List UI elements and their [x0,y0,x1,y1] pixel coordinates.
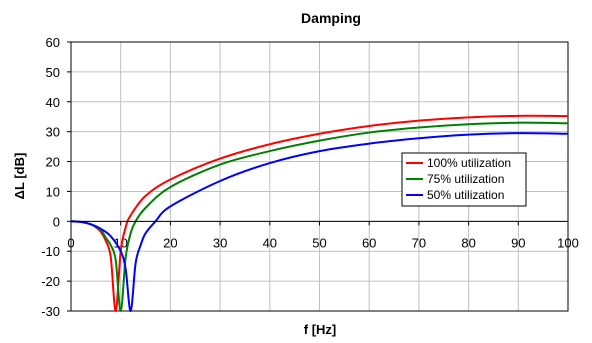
y-tick-label: -10 [41,244,60,259]
x-tick-label: 60 [362,235,376,250]
legend-entry-label: 50% utilization [427,188,504,202]
y-tick-label: 60 [46,35,60,50]
legend-entry-label: 100% utilization [427,156,511,170]
x-tick-label: 100 [557,235,579,250]
legend: 100% utilization 75% utilization 50% utili… [401,152,527,207]
y-tick-label: 20 [46,155,60,170]
plot-area [70,41,569,312]
y-tick-label: -30 [41,304,60,319]
y-axis-label: ΔL [dB] [12,153,27,200]
x-axis-label: f [Hz] [304,322,337,337]
x-tick-label: 30 [213,235,227,250]
x-axis: 0 10 20 30 40 50 60 70 80 90 100 [67,221,579,250]
series-line-2 [70,132,569,313]
y-tick-label: 30 [46,125,60,140]
x-tick-label: 20 [163,235,177,250]
x-tick-label: 90 [511,235,525,250]
y-tick-label: 0 [53,214,60,229]
chart-title: Damping [301,10,361,26]
x-tick-label: 50 [312,235,326,250]
y-tick-label: -20 [41,274,60,289]
x-tick-label: 10 [113,235,127,250]
y-tick-label: 50 [46,65,60,80]
x-tick-label: 40 [263,235,277,250]
x-tick-label: 80 [461,235,475,250]
legend-entry-label: 75% utilization [427,172,504,186]
y-axis: 60 50 40 30 20 10 0 -10 -20 -30 [41,35,71,319]
y-tick-label: 10 [46,184,60,199]
y-tick-label: 40 [46,95,60,110]
x-tick-label: 70 [412,235,426,250]
x-tick-label: 0 [67,235,74,250]
